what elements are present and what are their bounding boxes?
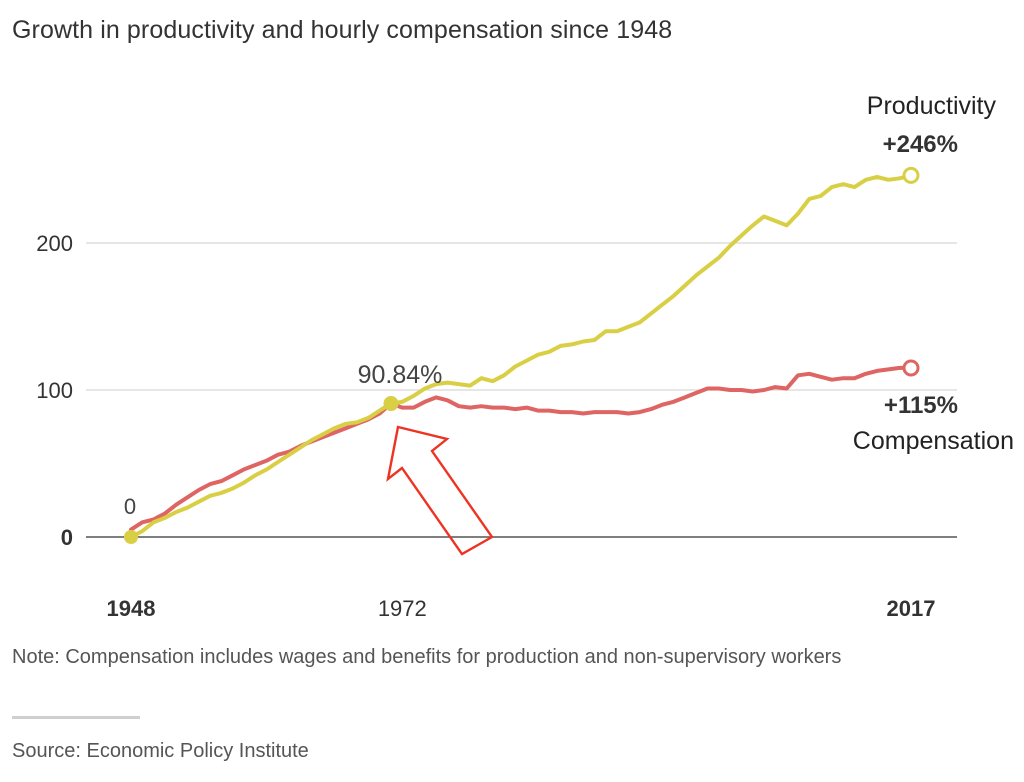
series-line-productivity xyxy=(129,173,913,539)
divider xyxy=(12,716,140,719)
y-tick-label: 200 xyxy=(36,231,73,256)
end-point-marker-productivity xyxy=(902,166,920,184)
compensation-series-name: Compensation xyxy=(853,427,1014,455)
line-chart: 0 100 200 1948 1972 2017 0 90.84% Productivit… xyxy=(36,92,1014,621)
x-tick-label: 1972 xyxy=(378,596,427,621)
annotations: 0 90.84% Productivity +246% +115% Compen… xyxy=(124,92,1014,519)
arrow-annotation xyxy=(386,425,494,556)
compensation-end-value: +115% xyxy=(884,392,958,419)
start-value-label: 0 xyxy=(124,494,136,519)
y-tick-label: 0 xyxy=(61,525,73,550)
productivity-end-value: +246% xyxy=(883,131,958,158)
end-point-marker-compensation xyxy=(902,359,920,377)
productivity-series-name: Productivity xyxy=(867,92,997,120)
gridlines xyxy=(86,242,957,538)
start-point-marker xyxy=(124,530,138,544)
chart-title: Growth in productivity and hourly compen… xyxy=(12,16,673,44)
chart-note: Note: Compensation includes wages and be… xyxy=(12,646,842,668)
mid-value-label: 90.84% xyxy=(358,361,443,389)
x-tick-label: 1948 xyxy=(107,596,156,621)
arrow-icon xyxy=(386,425,494,556)
series-line-compensation xyxy=(129,365,913,532)
series-markers xyxy=(124,166,920,544)
mid-point-marker xyxy=(383,396,399,412)
axis-labels: 0 100 200 1948 1972 2017 xyxy=(36,231,935,621)
y-tick-label: 100 xyxy=(36,378,73,403)
series-lines xyxy=(129,173,913,539)
chart-source: Source: Economic Policy Institute xyxy=(12,740,309,762)
x-tick-label: 2017 xyxy=(887,596,936,621)
